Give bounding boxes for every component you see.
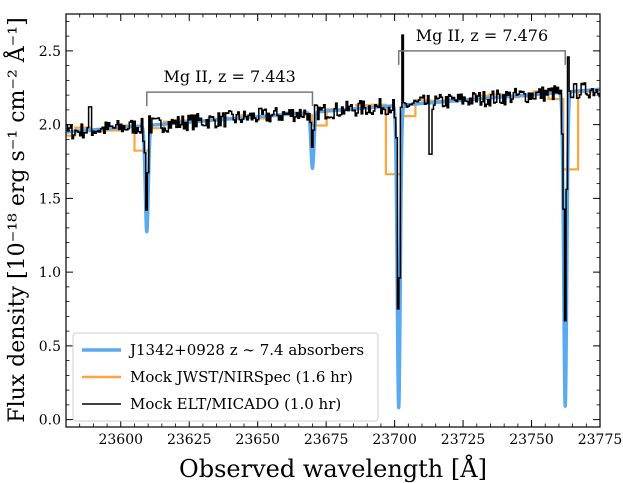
x-tick-label: 23700 xyxy=(372,432,417,448)
legend-label-1: J1342+0928 z ∼ 7.4 absorbers xyxy=(128,341,364,359)
legend-label-2: Mock JWST/NIRSpec (1.6 hr) xyxy=(130,368,353,386)
y-axis-label: Flux density [10⁻¹⁸ erg s⁻¹ cm⁻² Å⁻¹] xyxy=(2,17,30,422)
y-tick-label: 1.0 xyxy=(39,265,61,281)
y-tick-label: 0.5 xyxy=(39,339,61,355)
legend-box xyxy=(72,332,379,422)
absorber-label-1: Mg II, z = 7.443 xyxy=(163,67,295,86)
x-axis-label: Observed wavelength [Å] xyxy=(179,454,487,483)
absorber-label-2: Mg II, z = 7.476 xyxy=(416,26,548,45)
y-tick-label: 2.5 xyxy=(39,44,61,60)
plot-frame xyxy=(65,13,601,428)
absorber-bracket-1 xyxy=(146,91,314,107)
x-tick-label: 23725 xyxy=(441,432,486,448)
absorber-bracket-2 xyxy=(397,50,566,65)
y-tick-label: 1.5 xyxy=(39,191,61,207)
legend-label-3: Mock ELT/MICADO (1.0 hr) xyxy=(130,395,341,413)
x-tick-label: 23600 xyxy=(98,432,143,448)
x-tick-label: 23650 xyxy=(235,432,280,448)
micado-series-line xyxy=(66,34,600,322)
y-tick-label: 2.0 xyxy=(39,118,61,134)
x-tick-label: 23625 xyxy=(167,432,212,448)
x-tick-label: 23775 xyxy=(578,432,623,448)
x-tick-label: 23750 xyxy=(509,432,554,448)
y-tick-label: 0.0 xyxy=(39,413,61,429)
x-tick-label: 23675 xyxy=(304,432,349,448)
